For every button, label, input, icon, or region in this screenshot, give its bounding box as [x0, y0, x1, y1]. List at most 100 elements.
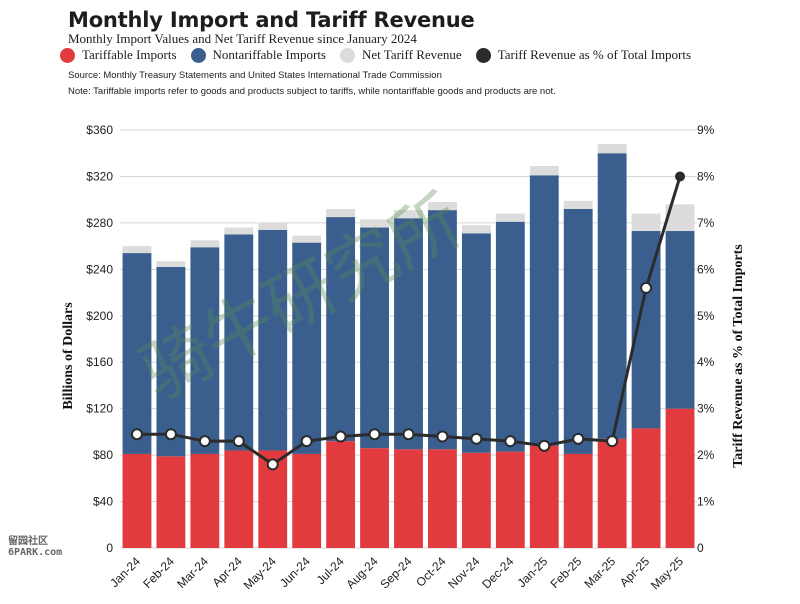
legend-item-tariff-pct: Tariff Revenue as % of Total Imports	[475, 47, 692, 63]
bar-tariffable	[665, 408, 695, 548]
bar-tariffable	[529, 445, 559, 548]
x-tick-label: Aug-24	[343, 554, 380, 591]
point-tariff-pct	[368, 428, 381, 441]
y2-tick-label: 8%	[697, 169, 715, 183]
bar-tariffable	[292, 453, 322, 548]
bar-nontariffable	[122, 253, 152, 454]
point-tariff-pct	[538, 439, 551, 452]
bar-tariff-revenue	[122, 246, 152, 254]
bar-tariffable	[190, 453, 220, 548]
x-tick-label: Jan-24	[107, 554, 143, 590]
y-tick-label: $120	[86, 402, 113, 416]
bar-nontariffable	[529, 175, 559, 446]
legend-label-tariff-pct: Tariff Revenue as % of Total Imports	[497, 47, 692, 62]
y-tick-label: $40	[93, 495, 113, 509]
bar-tariff-revenue	[394, 210, 423, 219]
point-tariff-pct	[334, 430, 347, 443]
bar-nontariffable	[326, 217, 356, 442]
legend-swatch-tariffable	[60, 47, 75, 63]
y-tick-label: $360	[86, 123, 113, 137]
y2-tick-label: 0	[697, 541, 704, 555]
bar-tariffable	[122, 453, 152, 548]
bar-tariff-revenue	[428, 201, 457, 211]
x-tick-label: Nov-24	[445, 554, 482, 591]
bar-tariff-revenue	[631, 213, 661, 232]
x-tick-label: Feb-24	[140, 554, 177, 591]
bar-tariff-revenue	[326, 208, 356, 218]
bar-tariff-revenue	[495, 213, 525, 222]
point-tariff-pct	[198, 435, 211, 448]
bar-nontariffable	[156, 267, 186, 457]
point-tariff-pct	[130, 428, 143, 441]
legend: Tariffable Imports Nontariffable Imports…	[60, 47, 705, 63]
chart-title: Monthly Import and Tariff Revenue	[68, 8, 475, 32]
x-tick-label: Jun-24	[277, 554, 313, 590]
x-tick-label: May-24	[241, 554, 279, 592]
legend-label-nontariffable: Nontariffable Imports	[212, 47, 326, 62]
bar-tariff-revenue	[258, 222, 288, 230]
chart-subtitle: Monthly Import Values and Net Tariff Rev…	[68, 31, 417, 46]
bar-nontariffable	[428, 210, 457, 450]
x-tick-label: Mar-24	[174, 554, 211, 591]
y2-tick-label: 6%	[697, 262, 715, 276]
bar-tariffable	[394, 449, 423, 548]
legend-item-nontariffable: Nontariffable Imports	[190, 47, 326, 63]
legend-label-tariffable: Tariffable Imports	[82, 47, 177, 62]
x-tick-label: Jul-24	[314, 554, 347, 587]
bar-tariffable	[461, 452, 491, 548]
y-tick-label: $280	[86, 216, 113, 230]
bar-tariffable	[326, 441, 356, 548]
bar-nontariffable	[292, 242, 322, 454]
bar-tariffable	[428, 449, 457, 548]
y-tick-label: $320	[86, 169, 113, 183]
point-tariff-pct	[470, 432, 483, 445]
bar-tariff-revenue	[563, 200, 593, 209]
point-tariff-pct	[266, 458, 279, 471]
bar-nontariffable	[224, 234, 254, 451]
source-note: Source: Monthly Treasury Statements and …	[68, 70, 442, 81]
y2-tick-label: 9%	[697, 123, 715, 137]
bar-tariff-revenue	[597, 143, 627, 154]
legend-label-tariff-revenue: Net Tariff Revenue	[362, 47, 462, 62]
y2-axis-title: Tariff Revenue as % of Total Imports	[731, 244, 746, 468]
y-tick-label: $80	[93, 448, 113, 462]
y-tick-label: $160	[86, 355, 113, 369]
corner-watermark-line-1: 留园社区	[8, 536, 48, 547]
y2-tick-label: 1%	[697, 495, 715, 509]
bar-nontariffable	[190, 247, 220, 454]
point-tariff-pct	[572, 432, 585, 445]
x-tick-label: Mar-25	[581, 554, 618, 591]
bar-nontariffable	[461, 233, 491, 453]
legend-item-tariff-revenue: Net Tariff Revenue	[340, 47, 462, 63]
bar-tariff-revenue	[292, 235, 322, 243]
bar-tariffable	[495, 451, 525, 548]
y-tick-label: $200	[86, 309, 113, 323]
y2-tick-label: 5%	[697, 309, 715, 323]
legend-item-tariffable: Tariffable Imports	[60, 47, 177, 63]
point-tariff-pct	[675, 171, 686, 182]
bar-tariffable	[597, 438, 627, 548]
y2-tick-label: 3%	[697, 402, 715, 416]
y2-tick-label: 2%	[697, 448, 715, 462]
x-tick-label: Dec-24	[479, 554, 516, 591]
bar-tariffable	[563, 453, 593, 548]
y2-tick-label: 7%	[697, 216, 715, 230]
bar-nontariffable	[394, 218, 423, 450]
bar-nontariffable	[563, 208, 593, 454]
x-tick-label: May-25	[648, 554, 686, 592]
bar-tariffable	[156, 456, 186, 548]
legend-swatch-tariff-pct	[475, 47, 491, 63]
y2-tick-label: 4%	[697, 355, 715, 369]
point-tariff-pct	[300, 435, 313, 448]
x-tick-label: Jan-25	[515, 554, 551, 590]
point-tariff-pct	[640, 281, 653, 294]
y-tick-label: 0	[106, 541, 113, 555]
bar-nontariffable	[495, 221, 525, 452]
bar-tariff-revenue	[156, 261, 186, 268]
point-tariff-pct	[504, 435, 517, 448]
bar-nontariffable	[258, 229, 288, 451]
bar-tariff-revenue	[461, 225, 491, 234]
y-tick-label: $240	[86, 262, 113, 276]
x-tick-label: Feb-25	[548, 554, 585, 591]
x-tick-label: Sep-24	[377, 554, 414, 591]
